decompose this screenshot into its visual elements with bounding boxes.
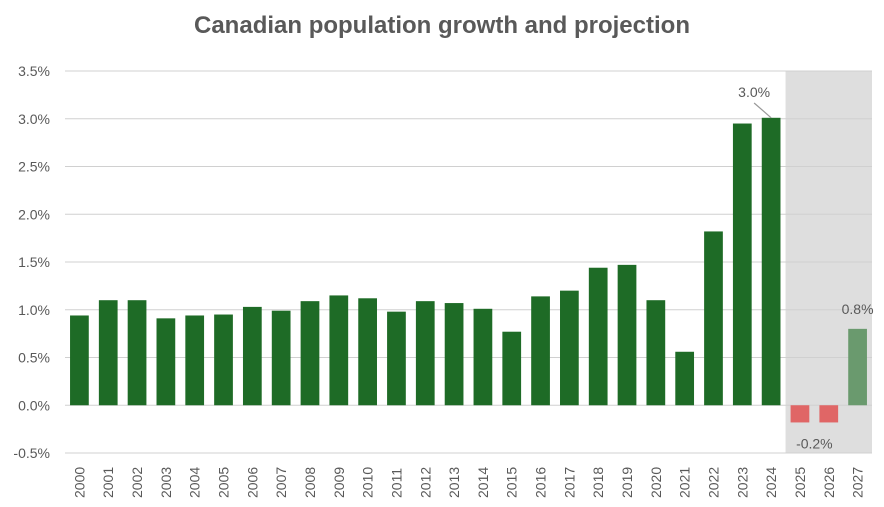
x-tick-label: 2024 <box>763 467 779 498</box>
bar-2025 <box>790 405 810 423</box>
y-tick-label: 2.0% <box>18 206 50 222</box>
x-tick-label: 2022 <box>705 467 721 498</box>
annotations: 3.0% 0.8% -0.2% <box>738 84 873 451</box>
x-tick-label: 2016 <box>533 467 549 498</box>
bar-2022 <box>704 231 723 406</box>
bar-2015 <box>502 331 522 406</box>
bar-2017 <box>560 290 579 406</box>
x-tick-label: 2014 <box>475 467 491 498</box>
x-tick-label: 2005 <box>216 467 232 498</box>
x-tick-label: 2000 <box>71 467 87 498</box>
y-tick-label: 1.0% <box>18 302 50 318</box>
y-tick-label: 1.5% <box>18 254 50 270</box>
bar-2006 <box>242 306 262 406</box>
bars <box>70 117 867 423</box>
data-label-2027: 0.8% <box>842 301 874 317</box>
x-tick-label: 2021 <box>677 467 693 498</box>
y-tick-label: 0.0% <box>18 397 50 413</box>
bar-2018 <box>588 267 608 406</box>
bar-2016 <box>531 296 550 406</box>
bar-2026 <box>819 405 839 423</box>
x-tick-label: 2025 <box>792 467 808 498</box>
y-tick-label: 2.5% <box>18 159 50 175</box>
x-tick-label: 2023 <box>734 467 750 498</box>
y-tick-label: 3.0% <box>18 111 50 127</box>
chart-title: Canadian population growth and projectio… <box>194 12 690 39</box>
x-axis-ticks: 2000 2001 2002 2003 2004 2005 2006 2007 2008 2009… <box>71 467 865 498</box>
x-tick-label: 2009 <box>331 467 347 498</box>
bar-2010 <box>358 298 377 406</box>
x-tick-label: 2008 <box>302 467 318 498</box>
x-tick-label: 2027 <box>850 467 866 498</box>
y-tick-label: 0.5% <box>18 350 50 366</box>
bar-2002 <box>127 300 147 406</box>
x-tick-label: 2020 <box>648 467 664 498</box>
data-label-leader <box>753 102 772 119</box>
bar-2027 <box>848 328 867 406</box>
x-tick-label: 2015 <box>504 467 520 498</box>
x-tick-label: 2006 <box>244 467 260 498</box>
x-tick-label: 2003 <box>158 467 174 498</box>
bar-2023 <box>732 123 752 406</box>
bar-2000 <box>70 315 89 406</box>
bar-2007 <box>271 310 291 406</box>
x-tick-label: 2012 <box>417 467 433 498</box>
bar-2012 <box>415 301 435 406</box>
x-tick-label: 2010 <box>360 467 376 498</box>
bar-2005 <box>214 314 233 406</box>
data-label-2024: 3.0% <box>738 84 770 100</box>
bar-2013 <box>444 303 464 406</box>
bar-2003 <box>156 318 176 406</box>
bar-2011 <box>387 311 406 406</box>
bar-2024 <box>761 117 781 406</box>
data-label-2026: -0.2% <box>796 435 833 451</box>
x-tick-label: 2011 <box>388 468 404 498</box>
bar-2021 <box>675 351 695 406</box>
x-tick-label: 2004 <box>187 467 203 498</box>
y-tick-label: 3.5% <box>18 63 50 79</box>
x-tick-label: 2002 <box>129 467 145 498</box>
x-tick-label: 2013 <box>446 467 462 498</box>
bar-2019 <box>617 264 637 406</box>
y-axis-ticks: 3.5% 3.0% 2.5% 2.0% 1.5% 1.0% 0.5% 0.0% -0.5% <box>13 63 50 461</box>
bar-2001 <box>98 300 118 406</box>
bar-2008 <box>300 301 320 406</box>
x-tick-label: 2026 <box>821 467 837 498</box>
x-tick-label: 2019 <box>619 467 635 498</box>
bar-2009 <box>329 295 349 406</box>
bar-2020 <box>646 300 666 406</box>
x-tick-label: 2017 <box>561 467 577 498</box>
y-tick-label: -0.5% <box>13 445 50 461</box>
bar-2004 <box>185 315 205 406</box>
bar-2014 <box>473 308 493 406</box>
x-tick-label: 2007 <box>273 467 289 498</box>
x-tick-label: 2018 <box>590 467 606 498</box>
x-tick-label: 2001 <box>100 467 116 498</box>
